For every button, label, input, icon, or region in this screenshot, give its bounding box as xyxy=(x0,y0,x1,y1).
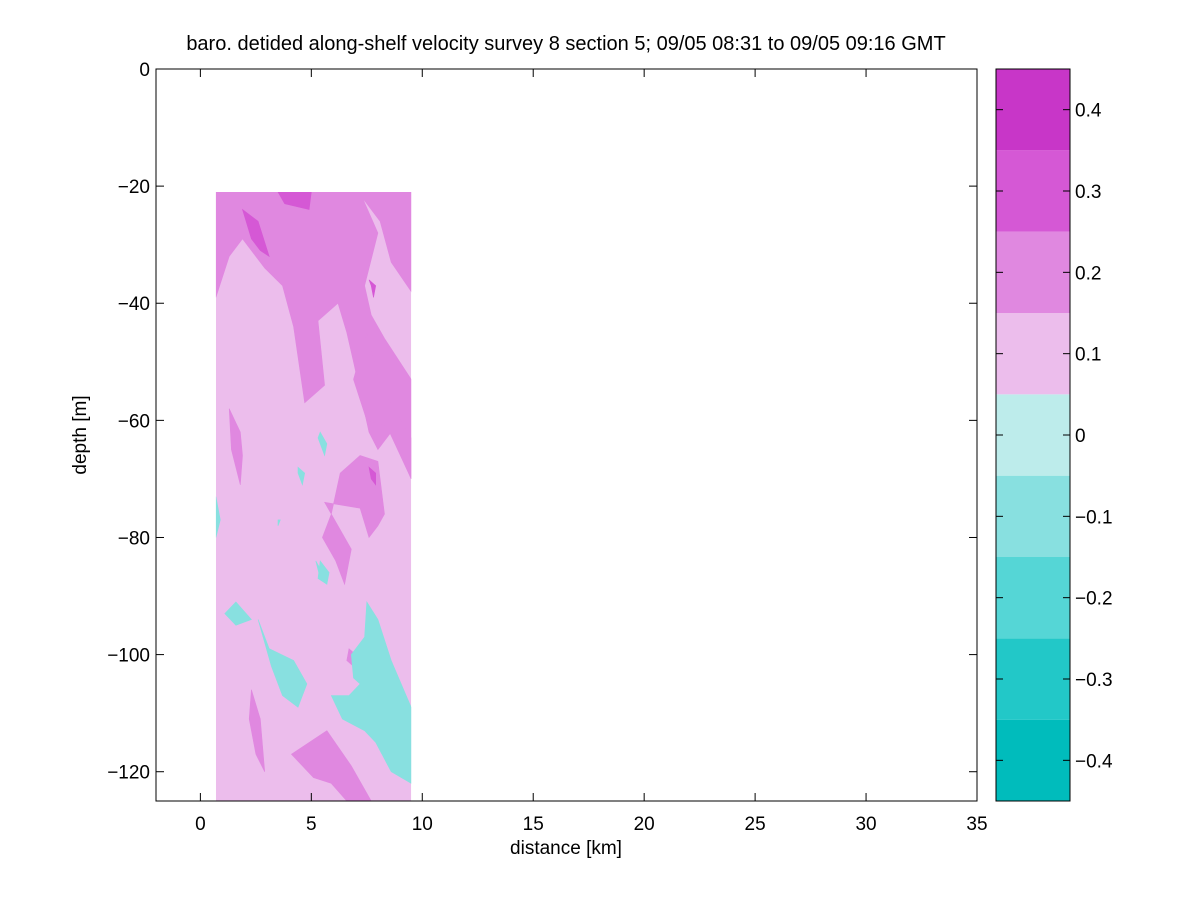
y-tick-label: −120 xyxy=(107,763,150,784)
contour-patch xyxy=(330,600,412,784)
contour-patch xyxy=(322,455,385,586)
axes-frame xyxy=(155,68,978,802)
x-tick-label: 10 xyxy=(412,814,433,835)
contour-patch xyxy=(228,408,243,485)
chart-title: baro. detided along-shelf velocity surve… xyxy=(186,33,945,55)
contour-patch xyxy=(224,601,252,626)
contour-patch xyxy=(215,496,221,538)
x-tick-label: 25 xyxy=(745,814,766,835)
colorbar-tick-label: 0.1 xyxy=(1075,345,1101,366)
colorbar-tick-label: 0 xyxy=(1075,426,1086,447)
contour-patch xyxy=(257,619,308,708)
contour-patch xyxy=(290,730,372,801)
colorbar-tick-label: −0.4 xyxy=(1075,751,1113,772)
x-axis-label: distance [km] xyxy=(510,838,622,859)
colorbar-swatch xyxy=(996,719,1070,801)
colorbar-swatch xyxy=(996,475,1070,557)
y-tick-label: −60 xyxy=(118,411,150,432)
colorbar-tick-label: −0.1 xyxy=(1075,507,1113,528)
x-tick-label: 0 xyxy=(195,814,206,835)
plot-area: 0 5 10 15 20 25 30 35 0 −20 −40 −60 −80 −100 −120 xyxy=(107,60,987,835)
colorbar-tick-label: −0.3 xyxy=(1075,670,1113,691)
contour-patch xyxy=(277,519,281,526)
contour-patch xyxy=(317,431,328,457)
contour-patch xyxy=(297,466,306,486)
contour-field xyxy=(215,191,412,801)
contour-patch xyxy=(277,191,312,210)
colorbar-swatch xyxy=(996,150,1070,232)
y-tick-label: −80 xyxy=(118,528,150,549)
contour-patch xyxy=(317,560,330,585)
y-axis-label: depth [m] xyxy=(70,395,91,474)
x-tick-label: 30 xyxy=(855,814,876,835)
colorbar-swatch xyxy=(996,394,1070,476)
colorbar-swatch xyxy=(996,69,1070,151)
colorbar-tick-label: 0.3 xyxy=(1075,182,1101,203)
colorbar-swatch xyxy=(996,313,1070,395)
colorbar: −0.4 −0.3 −0.2 −0.1 0 0.1 0.2 0.3 0.4 xyxy=(995,68,1113,802)
colorbar-swatch xyxy=(996,557,1070,639)
contour-patch xyxy=(248,689,265,772)
contour-patch xyxy=(368,279,377,298)
colorbar-tick-label: 0.2 xyxy=(1075,263,1101,284)
x-tick-label: 20 xyxy=(634,814,655,835)
y-tick-label: 0 xyxy=(139,60,150,81)
colorbar-swatch xyxy=(996,638,1070,720)
colorbar-tick-label: −0.2 xyxy=(1075,589,1113,610)
colorbar-swatch xyxy=(996,231,1070,313)
contour-patch xyxy=(241,208,270,258)
colorbar-tick-label: 0.4 xyxy=(1075,101,1102,122)
contour-patch xyxy=(353,331,412,480)
y-tick-label: −100 xyxy=(107,646,150,667)
contour-patch xyxy=(215,191,412,480)
contour-patch xyxy=(368,466,377,486)
y-tick-label: −40 xyxy=(118,294,150,315)
y-tick-label: −20 xyxy=(118,177,150,198)
x-tick-label: 35 xyxy=(966,814,987,835)
x-tick-label: 15 xyxy=(523,814,544,835)
x-tick-label: 5 xyxy=(306,814,317,835)
